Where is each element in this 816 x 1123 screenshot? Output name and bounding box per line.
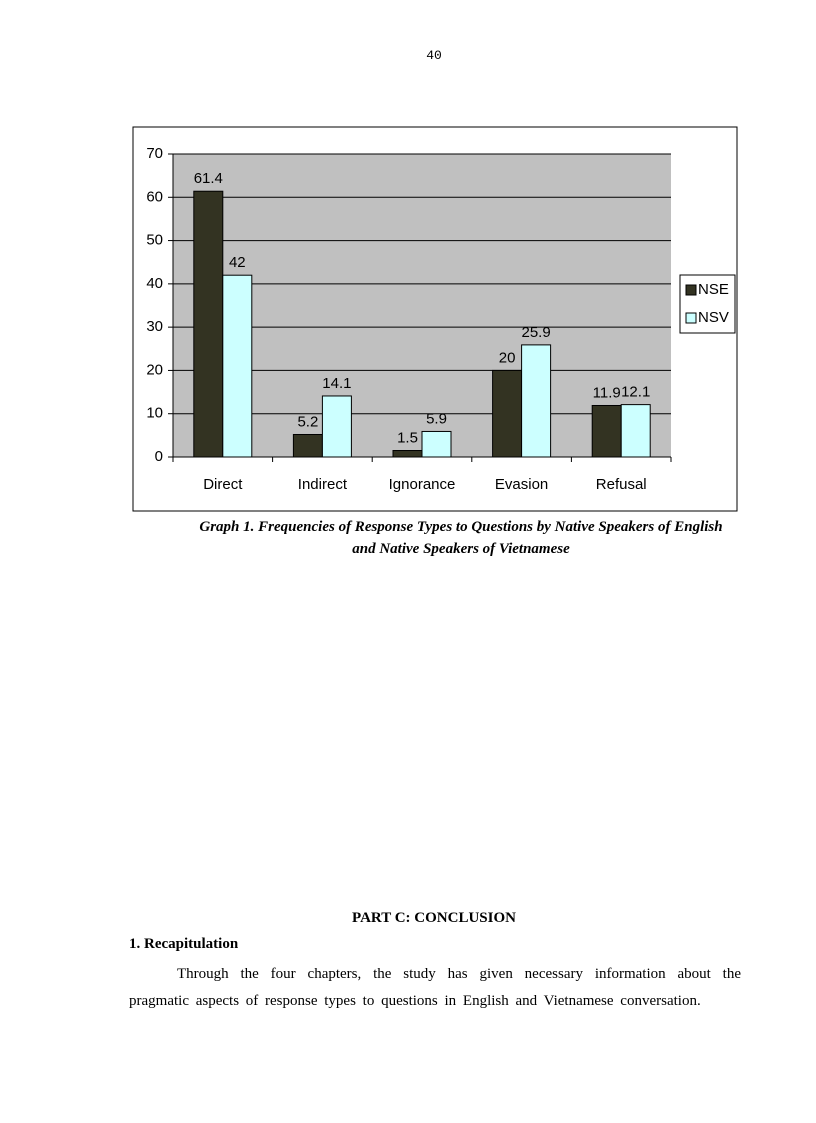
y-tick-label: 30 — [146, 318, 163, 335]
plot-area — [173, 154, 671, 457]
legend-label: NSE — [698, 281, 729, 298]
y-tick-label: 60 — [146, 188, 163, 205]
y-tick-label: 50 — [146, 232, 163, 249]
data-label: 42 — [229, 254, 246, 271]
data-label: 5.9 — [426, 410, 447, 427]
data-label: 5.2 — [297, 413, 318, 430]
caption: Graph 1. Frequencies of Response Types t… — [199, 519, 723, 557]
bar — [591, 404, 622, 458]
y-tick-label: 40 — [146, 275, 163, 292]
legend-swatch — [685, 284, 697, 296]
bar — [392, 450, 423, 458]
x-tick-label: Refusal — [596, 476, 647, 493]
bar — [492, 369, 523, 458]
data-label: 14.1 — [322, 375, 351, 392]
data-label: 61.4 — [194, 170, 223, 187]
data-label: 20 — [499, 349, 516, 366]
x-tick-label: Evasion — [495, 476, 548, 493]
y-tick-label: 0 — [155, 448, 163, 465]
bar — [421, 430, 452, 458]
legend-label: NSV — [698, 309, 729, 326]
data-label: 11.9 — [593, 384, 621, 401]
bar — [521, 344, 552, 458]
legend-swatch — [685, 312, 697, 324]
data-label: 1.5 — [397, 429, 418, 446]
x-tick-label: Indirect — [298, 476, 348, 493]
paragraph: Through the four chapters, the study has… — [129, 966, 741, 1009]
subheading: 1. Recapitulation — [129, 936, 239, 952]
bar — [321, 395, 352, 458]
bar — [193, 190, 224, 458]
data-label: 25.9 — [521, 324, 550, 341]
y-tick-label: 10 — [146, 405, 163, 422]
y-tick-label: 70 — [146, 145, 163, 162]
bar — [222, 274, 253, 458]
bar — [620, 404, 651, 458]
data-label: 12.1 — [621, 384, 650, 401]
x-tick-label: Ignorance — [389, 476, 456, 493]
x-tick-label: Direct — [203, 476, 243, 493]
y-tick-label: 20 — [146, 361, 163, 378]
section-heading: PART C: CONCLUSION — [352, 910, 516, 926]
bar — [292, 433, 323, 458]
page-number: 40 — [426, 48, 442, 63]
